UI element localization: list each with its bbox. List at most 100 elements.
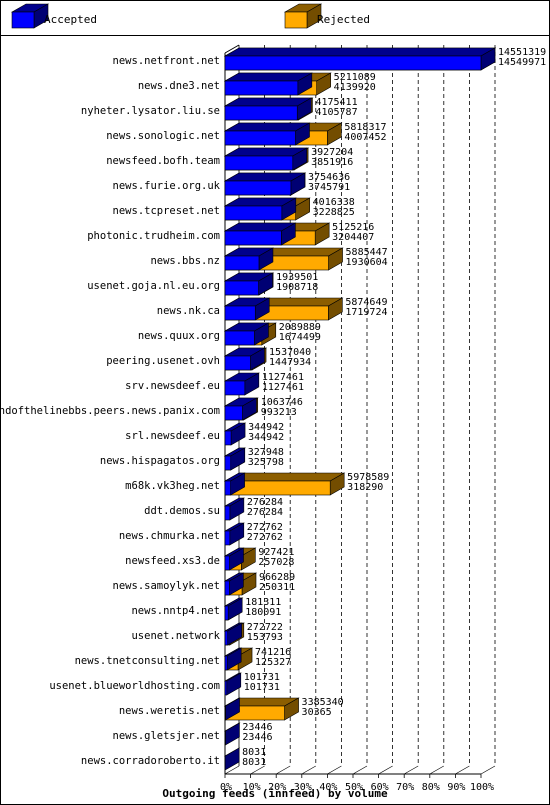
category-label: ddt.demos.su — [144, 505, 220, 517]
x-tick-label: 40% — [319, 782, 337, 793]
value-label-accepted: 4007452 — [344, 132, 386, 143]
category-label: news.dne3.net — [138, 80, 220, 92]
value-label-accepted: 153793 — [247, 632, 283, 643]
value-label-accepted: 101731 — [244, 682, 280, 693]
legend-rejected-label: Rejected — [317, 13, 370, 26]
bar-accepted — [223, 172, 307, 196]
bar-accepted — [223, 672, 242, 696]
bar-accepted — [223, 347, 266, 371]
value-label-offered: 3927204 — [311, 147, 353, 158]
value-label-offered: 1537040 — [269, 347, 311, 358]
value-label-offered: 23446 — [242, 722, 272, 733]
category-label: peering.usenet.ovh — [106, 355, 220, 367]
floor-line — [276, 765, 291, 775]
x-tick-label: 60% — [371, 782, 389, 793]
bar-accepted — [223, 272, 274, 296]
bar-group — [223, 697, 300, 721]
value-label-accepted: 3228825 — [313, 207, 355, 218]
bar-group — [223, 47, 497, 71]
bar-accepted — [223, 697, 241, 721]
value-label-offered: 5211089 — [334, 72, 376, 83]
value-label-offered: 1127461 — [262, 372, 304, 383]
bar-accepted — [223, 47, 497, 71]
value-label-offered: 14551319 — [498, 47, 546, 58]
bar-group — [223, 322, 277, 346]
value-label-accepted: 325798 — [248, 457, 284, 468]
x-tick-label: 90% — [447, 782, 465, 793]
category-label: news.netfront.net — [113, 55, 220, 67]
category-label: usenet.network — [131, 630, 220, 642]
category-label: news.chmurka.net — [119, 530, 220, 542]
bar-accepted — [223, 197, 297, 221]
value-label-offered: 966289 — [259, 572, 295, 583]
bar-accepted — [223, 422, 247, 446]
value-label-offered: 8031 — [242, 747, 266, 758]
category-label: photonic.trudheim.com — [87, 230, 220, 242]
x-tick-label: 80% — [422, 782, 440, 793]
x-tick-label: 50% — [345, 782, 363, 793]
bar-group — [223, 372, 260, 396]
bar-group — [223, 297, 344, 321]
bar-accepted — [223, 447, 246, 471]
category-label: news.sonologic.net — [106, 130, 220, 142]
value-label-accepted: 344942 — [248, 432, 284, 443]
x-tick-label: 20% — [268, 782, 286, 793]
category-label: news.hispagatos.org — [100, 455, 220, 467]
bar-accepted — [223, 222, 297, 246]
floor-line — [301, 765, 316, 775]
category-label: srl.newsdeef.eu — [125, 430, 220, 442]
value-label-accepted: 14549971 — [498, 57, 546, 68]
legend-rejected: Rejected — [283, 3, 370, 29]
value-label-offered: 276284 — [247, 497, 283, 508]
category-label: m68k.vk3heg.net — [125, 480, 220, 492]
value-label-offered: 272762 — [247, 522, 283, 533]
bar-accepted — [223, 722, 241, 746]
category-label: endofthelinebbs.peers.news.panix.com — [0, 405, 220, 417]
value-label-offered: 3385340 — [302, 697, 344, 708]
floor-line — [429, 765, 444, 775]
value-label-accepted: 1908718 — [276, 282, 318, 293]
value-label-accepted: 23446 — [242, 732, 272, 743]
value-label-offered: 3754636 — [308, 172, 350, 183]
value-label-offered: 5818317 — [344, 122, 386, 133]
category-label: news.furie.org.uk — [113, 180, 221, 192]
category-label: news.bbs.nz — [150, 255, 220, 267]
value-label-offered: 5978589 — [347, 472, 389, 483]
bar-group — [223, 647, 254, 671]
category-label: usenet.blueworldhosting.com — [49, 680, 220, 692]
bar-rejected — [223, 697, 300, 721]
x-tick-label: 70% — [396, 782, 414, 793]
value-label-accepted: 125327 — [255, 657, 291, 668]
legend-rejected-swatch — [283, 3, 323, 29]
value-label-offered: 5125216 — [332, 222, 374, 233]
bar-accepted — [223, 247, 275, 271]
bar-group — [223, 122, 343, 146]
bar-accepted — [223, 747, 241, 771]
value-label-accepted: 4139920 — [334, 82, 376, 93]
bar-accepted — [223, 472, 246, 496]
bar-group — [223, 72, 332, 96]
bar-group — [223, 572, 258, 596]
value-label-accepted: 30365 — [302, 707, 332, 718]
category-label: nyheter.lysator.liu.se — [81, 105, 220, 117]
category-label: news.weretis.net — [119, 705, 220, 717]
bar-group — [223, 672, 242, 696]
value-label-accepted: 1674499 — [279, 332, 321, 343]
bar-accepted — [223, 522, 245, 546]
bar-group — [223, 172, 307, 196]
value-label-accepted: 3745791 — [308, 182, 350, 193]
value-label-accepted: 4105787 — [315, 107, 357, 118]
value-label-accepted: 250311 — [259, 582, 295, 593]
bar-group — [223, 472, 346, 496]
value-label-accepted: 8031 — [242, 757, 266, 768]
bar-group — [223, 197, 311, 221]
bar-accepted — [223, 72, 313, 96]
value-label-offered: 927421 — [258, 547, 294, 558]
bar-group — [223, 97, 314, 121]
bar-group — [223, 397, 259, 421]
category-label: news.quux.org — [138, 330, 220, 342]
bar-accepted — [223, 597, 244, 621]
bar-group — [223, 497, 245, 521]
